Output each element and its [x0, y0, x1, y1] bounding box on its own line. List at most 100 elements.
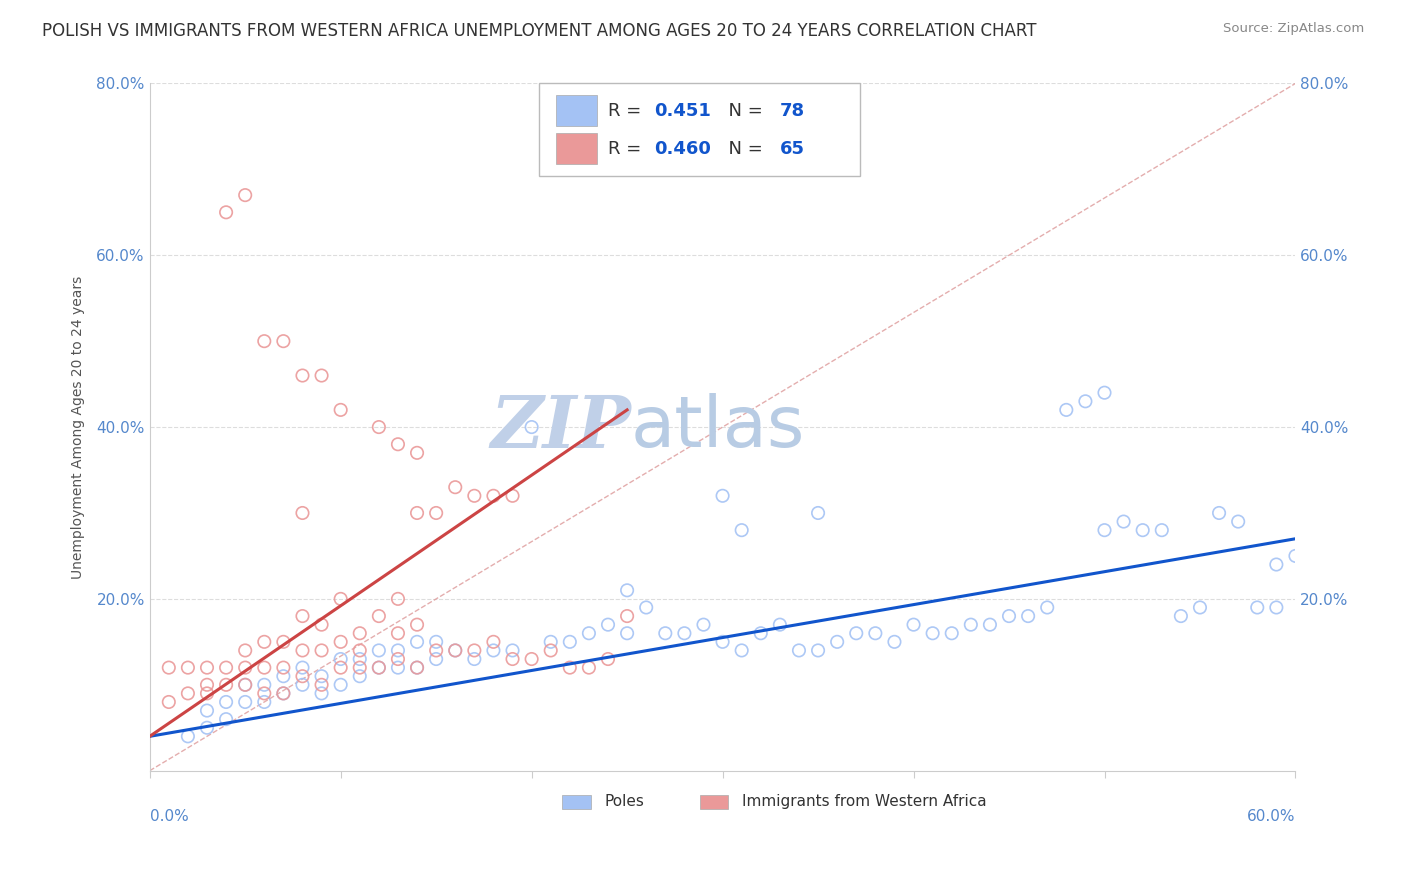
Point [273, 669, 295, 683]
Point [1265, 600, 1288, 615]
Point [215, 660, 238, 674]
Point [233, 678, 256, 692]
Point [291, 669, 314, 683]
Text: 60.0%: 60.0% [1247, 808, 1295, 823]
Point [291, 660, 314, 674]
Point [406, 506, 429, 520]
Text: 0.460: 0.460 [654, 140, 710, 158]
Point [233, 660, 256, 674]
Point [406, 446, 429, 460]
Point [444, 480, 467, 494]
Point [349, 652, 371, 666]
Point [979, 617, 1001, 632]
Point [291, 609, 314, 624]
Point [941, 626, 963, 640]
Point [233, 643, 256, 657]
Point [387, 437, 409, 451]
Point [195, 721, 218, 735]
FancyBboxPatch shape [540, 84, 860, 177]
Point [636, 600, 658, 615]
Point [502, 489, 524, 503]
Point [1132, 523, 1154, 537]
Point [367, 420, 389, 434]
Point [367, 660, 389, 674]
FancyBboxPatch shape [700, 795, 728, 808]
Point [215, 712, 238, 726]
Point [616, 609, 638, 624]
Point [711, 635, 734, 649]
Text: 65: 65 [780, 140, 804, 158]
Point [731, 523, 754, 537]
Point [558, 635, 581, 649]
Point [959, 617, 981, 632]
Point [425, 506, 447, 520]
Point [616, 583, 638, 598]
Text: R =: R = [607, 102, 647, 120]
Point [349, 660, 371, 674]
Point [540, 635, 562, 649]
Point [311, 686, 333, 700]
Point [749, 626, 772, 640]
Point [845, 626, 868, 640]
Point [673, 626, 696, 640]
Point [520, 652, 543, 666]
Point [1188, 600, 1211, 615]
Point [616, 626, 638, 640]
Point [233, 678, 256, 692]
Point [329, 660, 352, 674]
Point [195, 660, 218, 674]
Point [1150, 523, 1173, 537]
Point [349, 626, 371, 640]
Y-axis label: Unemployment Among Ages 20 to 24 years: Unemployment Among Ages 20 to 24 years [72, 276, 86, 579]
Point [463, 489, 485, 503]
Point [444, 643, 467, 657]
Point [273, 660, 295, 674]
Point [273, 635, 295, 649]
Point [1054, 403, 1077, 417]
Point [482, 635, 505, 649]
Point [387, 643, 409, 657]
Point [463, 643, 485, 657]
Point [578, 626, 600, 640]
Point [463, 652, 485, 666]
Point [329, 591, 352, 606]
Point [367, 643, 389, 657]
Point [692, 617, 714, 632]
Text: Poles: Poles [605, 794, 644, 809]
Point [157, 695, 180, 709]
Point [157, 660, 180, 674]
Point [387, 660, 409, 674]
Point [596, 652, 619, 666]
FancyBboxPatch shape [557, 133, 596, 164]
Point [425, 635, 447, 649]
Point [233, 188, 256, 202]
Point [177, 686, 200, 700]
Point [883, 635, 905, 649]
Point [349, 669, 371, 683]
Point [367, 660, 389, 674]
Text: 0.0%: 0.0% [149, 808, 188, 823]
Point [1265, 558, 1288, 572]
Point [1074, 394, 1097, 409]
Point [215, 205, 238, 219]
Point [253, 686, 276, 700]
Point [1170, 609, 1192, 624]
Point [291, 506, 314, 520]
Point [273, 686, 295, 700]
Point [233, 695, 256, 709]
Point [349, 643, 371, 657]
Point [444, 643, 467, 657]
Text: atlas: atlas [631, 392, 806, 461]
Point [253, 334, 276, 348]
Point [1017, 609, 1039, 624]
Point [195, 704, 218, 718]
Point [1284, 549, 1306, 563]
Point [406, 660, 429, 674]
Point [406, 635, 429, 649]
FancyBboxPatch shape [562, 795, 591, 808]
Text: ZIP: ZIP [491, 392, 631, 463]
Point [291, 643, 314, 657]
Text: R =: R = [607, 140, 647, 158]
Point [1112, 515, 1135, 529]
Point [558, 660, 581, 674]
